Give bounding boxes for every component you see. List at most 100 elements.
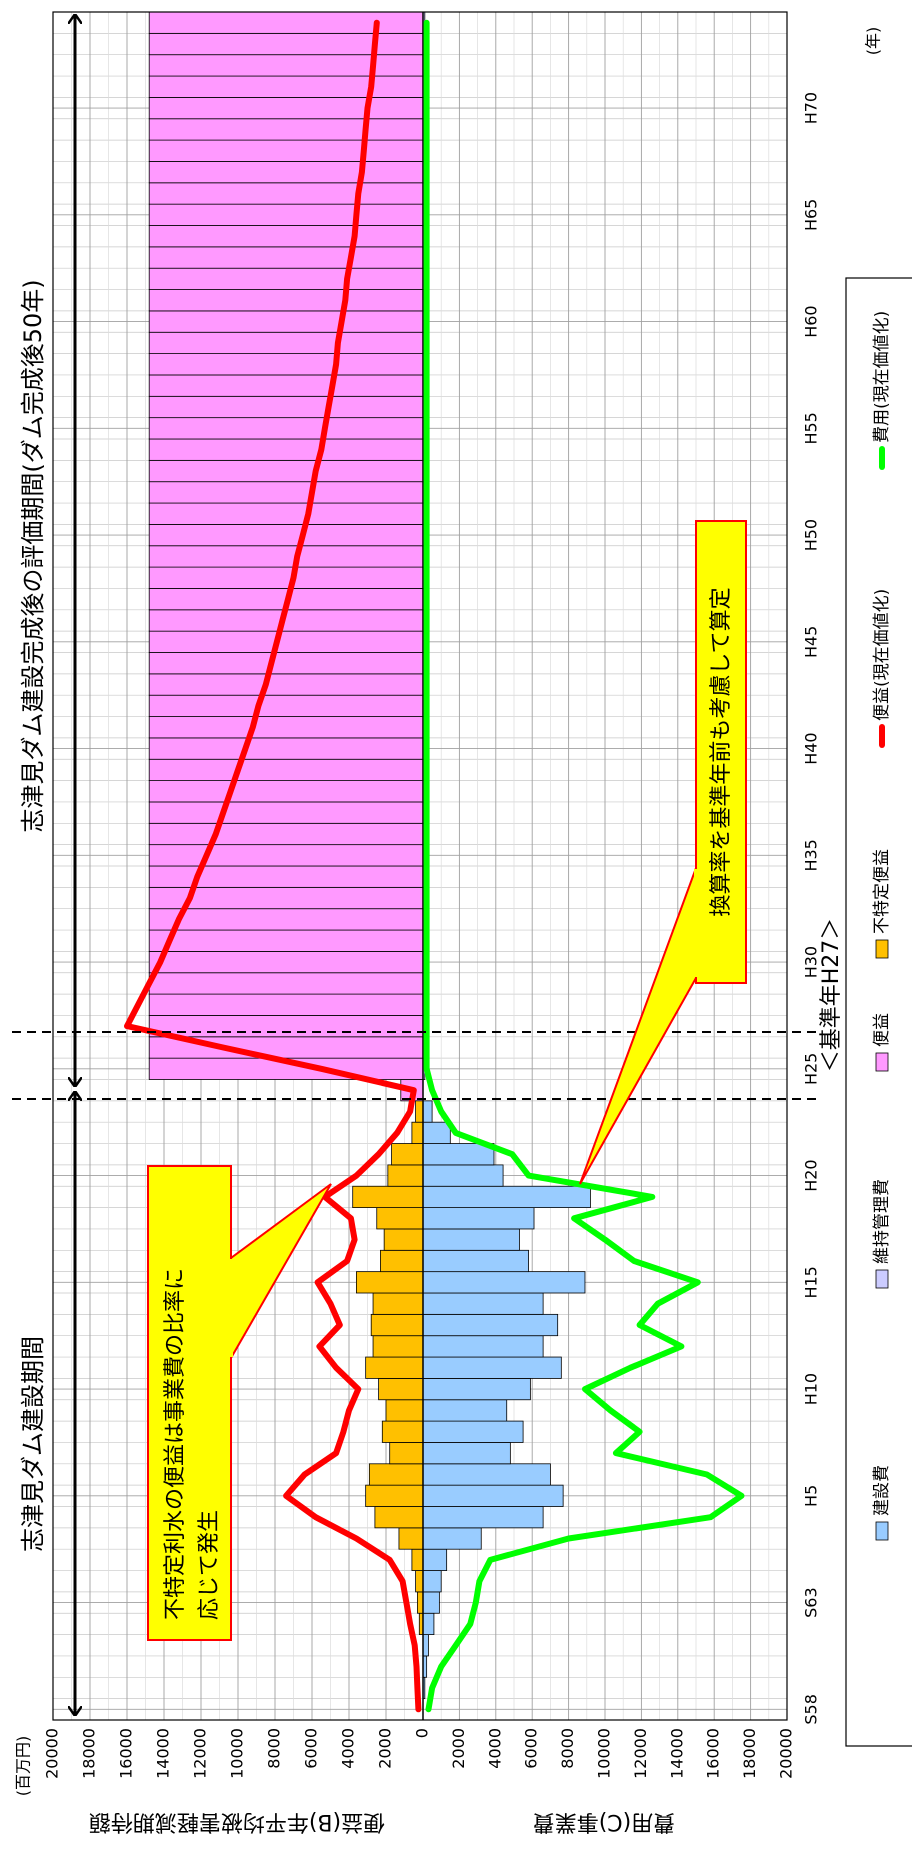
bar: [422, 1121, 451, 1144]
bar: [372, 1335, 424, 1358]
bar: [148, 182, 424, 205]
x-tick-label: H45: [802, 626, 821, 658]
bar: [380, 1249, 424, 1273]
plot-frame: [52, 11, 788, 1721]
bar: [148, 225, 424, 248]
bar: [422, 1442, 511, 1465]
legend-label: 維持管理費: [872, 1179, 892, 1264]
y2-tick-label: 2000: [449, 1728, 468, 1769]
bar: [148, 993, 424, 1016]
y2-tick-label: 16000: [704, 1728, 723, 1779]
bar: [422, 1570, 442, 1593]
bar: [370, 1313, 424, 1337]
bar: [422, 1249, 529, 1273]
base-year-label: ＜基準年H27＞: [819, 918, 844, 1073]
bar: [422, 1527, 482, 1550]
legend-label: 建設費: [872, 1465, 892, 1516]
x-tick-label: H15: [802, 1266, 821, 1298]
y-tick-label: 12000: [191, 1728, 210, 1779]
bar: [148, 203, 424, 226]
bar: [148, 438, 424, 461]
bar: [148, 1015, 424, 1038]
callout-joint: [694, 869, 698, 977]
bar: [148, 737, 424, 760]
x-tick-label: H30: [802, 946, 821, 978]
bar: [148, 630, 424, 653]
y-tick-label: 0: [413, 1728, 432, 1738]
x-tick-label: H50: [802, 519, 821, 551]
bar: [422, 1484, 564, 1507]
bar: [422, 1356, 562, 1379]
y-axis-label: 便益(B)年平均被害軽減期待額: [89, 1809, 385, 1834]
y2-tick-label: 14000: [667, 1728, 686, 1779]
y-tick-label: 4000: [339, 1728, 358, 1769]
bar: [148, 459, 424, 483]
bar: [422, 1335, 544, 1358]
y-tick-label: 16000: [117, 1728, 136, 1779]
bar: [368, 1463, 424, 1486]
bar: [148, 11, 424, 34]
bar: [148, 865, 424, 888]
bar: [148, 96, 424, 120]
bar: [148, 502, 424, 525]
legend-label: 不特定便益: [872, 849, 892, 934]
bar: [372, 1292, 424, 1315]
line: [124, 19, 422, 1713]
x-tick-label: H65: [802, 199, 821, 231]
y-tick-label: 20000: [43, 1728, 62, 1779]
legend-label: 費用(現在価値化): [872, 311, 892, 443]
y-tick-label: 14000: [154, 1728, 173, 1779]
bar: [422, 1377, 531, 1401]
y2-tick-label: 18000: [740, 1728, 759, 1779]
bar: [148, 118, 424, 141]
legend-box: [845, 277, 912, 1747]
bar: [383, 1228, 424, 1251]
bar: [148, 54, 424, 77]
bar: [148, 716, 424, 739]
x-tick-label: H5: [802, 1485, 821, 1507]
bar: [148, 353, 424, 376]
legend-swatch: [875, 1521, 889, 1541]
bar: [398, 1527, 424, 1550]
legend-swatch: [875, 939, 889, 959]
bar: [422, 1185, 591, 1208]
y-tick-label: 10000: [228, 1728, 247, 1779]
marks: [124, 11, 745, 1720]
bar: [376, 1207, 424, 1230]
x-tick-label: H35: [802, 839, 821, 871]
x-tick-label: S58: [802, 1694, 821, 1725]
bar: [411, 1548, 424, 1571]
bar: [422, 1463, 551, 1486]
bar: [381, 1420, 424, 1443]
bar: [415, 1570, 424, 1593]
bar: [422, 1313, 559, 1337]
bar: [389, 1442, 424, 1465]
x-tick-label: H55: [802, 412, 821, 444]
bar: [355, 1271, 424, 1294]
bar: [148, 374, 424, 397]
x-tick-label: S63: [802, 1587, 821, 1618]
bar: [148, 545, 424, 568]
bar: [148, 801, 424, 824]
bar: [422, 1612, 435, 1636]
legend: 建設費 維持管理費 便益 不特定便益 便益(現在価値化) 費用(現在価値化): [872, 311, 892, 1541]
bar: [365, 1356, 424, 1379]
bar: [148, 32, 424, 56]
bar: [387, 1164, 424, 1187]
rotated-chart: 志津見ダム建設期間 志津見ダム建設完成後の評価期間(ダム完成後50年) ＜基準年…: [12, 11, 912, 1834]
callout-joint: [229, 1259, 233, 1357]
legend-swatch: [875, 1269, 889, 1289]
bar: [411, 1121, 424, 1144]
bar: [148, 395, 424, 419]
y2-tick-label: 20000: [777, 1728, 796, 1779]
bar: [148, 246, 424, 269]
bar: [378, 1377, 424, 1401]
y2-tick-label: 4000: [485, 1728, 504, 1769]
bar: [422, 1420, 524, 1443]
bar: [148, 822, 424, 846]
unit-label: (百万円): [14, 1736, 33, 1797]
period-label: 志津見ダム建設完成後の評価期間(ダム完成後50年): [19, 279, 47, 832]
bar: [148, 417, 424, 440]
bar: [148, 139, 424, 162]
